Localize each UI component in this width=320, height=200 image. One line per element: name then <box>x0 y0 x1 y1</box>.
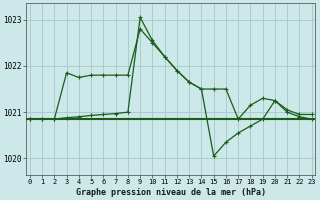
X-axis label: Graphe pression niveau de la mer (hPa): Graphe pression niveau de la mer (hPa) <box>76 188 266 197</box>
